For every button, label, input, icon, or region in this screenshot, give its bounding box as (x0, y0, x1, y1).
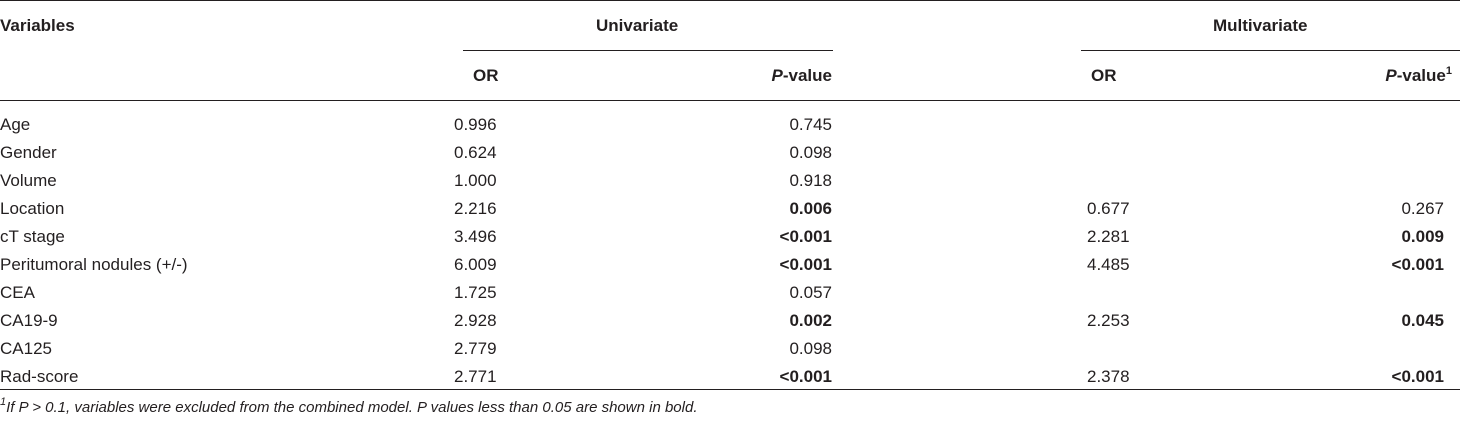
cell-or-univariate: 2.779 (454, 339, 497, 358)
p-rest: -value (1396, 66, 1446, 85)
cell-variable: CEA (0, 283, 35, 302)
cell-or-multivariate: 2.253 (1087, 311, 1130, 330)
cell-or-univariate: 1.000 (454, 171, 497, 190)
cell-or-univariate: 3.496 (454, 227, 497, 246)
cell-p-univariate: 0.098 (789, 143, 832, 162)
cell-or-univariate: 0.624 (454, 143, 497, 162)
footnote-marker: 1 (0, 396, 7, 408)
p-superscript: 1 (1445, 65, 1452, 77)
cell-variable: Peritumoral nodules (+/-) (0, 255, 188, 274)
cell-variable: Location (0, 199, 65, 218)
cell-or-univariate: 2.216 (454, 199, 497, 218)
cell-or-multivariate: 2.378 (1087, 367, 1130, 386)
header-p-univariate: P-value (734, 66, 832, 86)
cell-p-univariate: <0.001 (779, 255, 832, 274)
p-rest: -value (782, 66, 832, 85)
header-univariate: Univariate (596, 16, 679, 35)
cell-variable: Age (0, 115, 31, 134)
cell-variable: CA125 (0, 339, 52, 358)
p-italic: P (771, 66, 783, 85)
cell-p-univariate: 0.098 (789, 339, 832, 358)
cell-p-univariate: <0.001 (779, 367, 832, 386)
cell-variable: CA19-9 (0, 311, 58, 330)
cell-p-univariate: 0.745 (789, 115, 832, 134)
header-or-multivariate: OR (1091, 66, 1117, 85)
cell-or-univariate: 6.009 (454, 255, 497, 274)
cell-p-univariate: 0.002 (789, 311, 832, 330)
table-footnote: 1If P > 0.1, variables were excluded fro… (0, 396, 698, 418)
cell-variable: Rad-score (0, 367, 79, 386)
header-or-univariate: OR (473, 66, 499, 85)
cell-variable: Volume (0, 171, 57, 190)
cell-p-multivariate: 0.267 (1401, 199, 1444, 218)
cell-p-multivariate: 0.045 (1401, 311, 1444, 330)
cell-or-univariate: 0.996 (454, 115, 497, 134)
header-rule (0, 100, 1460, 101)
header-p-multivariate: P-value1 (1340, 66, 1452, 86)
cell-p-univariate: 0.057 (789, 283, 832, 302)
cell-or-univariate: 2.771 (454, 367, 497, 386)
cell-variable: Gender (0, 143, 57, 162)
cell-p-multivariate: <0.001 (1391, 255, 1444, 274)
cell-p-univariate: <0.001 (779, 227, 832, 246)
bottom-rule (0, 389, 1460, 390)
cell-p-univariate: 0.918 (789, 171, 832, 190)
cell-or-multivariate: 0.677 (1087, 199, 1130, 218)
cell-p-multivariate: 0.009 (1401, 227, 1444, 246)
cell-or-multivariate: 4.485 (1087, 255, 1130, 274)
cell-or-multivariate: 2.281 (1087, 227, 1130, 246)
header-variables: Variables (0, 16, 75, 35)
cell-p-univariate: 0.006 (789, 199, 832, 218)
univariate-rule (463, 50, 833, 51)
top-rule (0, 0, 1460, 1)
p-italic: P (1385, 66, 1397, 85)
footnote-text: If P > 0.1, variables were excluded from… (6, 399, 698, 416)
cell-or-univariate: 1.725 (454, 283, 497, 302)
header-multivariate: Multivariate (1213, 16, 1308, 35)
cell-or-univariate: 2.928 (454, 311, 497, 330)
cell-p-multivariate: <0.001 (1391, 367, 1444, 386)
cell-variable: cT stage (0, 227, 65, 246)
multivariate-rule (1081, 50, 1460, 51)
